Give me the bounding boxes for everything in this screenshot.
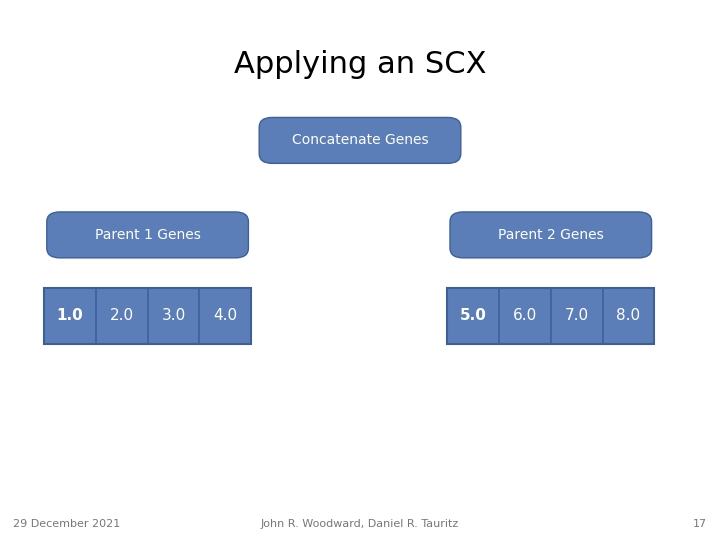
FancyBboxPatch shape xyxy=(44,287,251,345)
FancyBboxPatch shape xyxy=(47,212,248,258)
Text: Parent 2 Genes: Parent 2 Genes xyxy=(498,228,603,242)
Text: 17: 17 xyxy=(693,519,707,529)
FancyBboxPatch shape xyxy=(447,287,654,345)
Text: Concatenate Genes: Concatenate Genes xyxy=(292,133,428,147)
Text: 3.0: 3.0 xyxy=(161,308,186,323)
Text: Applying an SCX: Applying an SCX xyxy=(234,50,486,79)
Text: 8.0: 8.0 xyxy=(616,308,641,323)
Text: 5.0: 5.0 xyxy=(459,308,487,323)
Text: 6.0: 6.0 xyxy=(513,308,537,323)
Text: 7.0: 7.0 xyxy=(564,308,589,323)
FancyBboxPatch shape xyxy=(259,117,461,163)
FancyBboxPatch shape xyxy=(450,212,652,258)
Text: John R. Woodward, Daniel R. Tauritz: John R. Woodward, Daniel R. Tauritz xyxy=(261,519,459,529)
Text: 4.0: 4.0 xyxy=(213,308,238,323)
Text: 29 December 2021: 29 December 2021 xyxy=(13,519,120,529)
Text: 1.0: 1.0 xyxy=(56,308,84,323)
Text: Parent 1 Genes: Parent 1 Genes xyxy=(94,228,201,242)
Text: 2.0: 2.0 xyxy=(109,308,134,323)
